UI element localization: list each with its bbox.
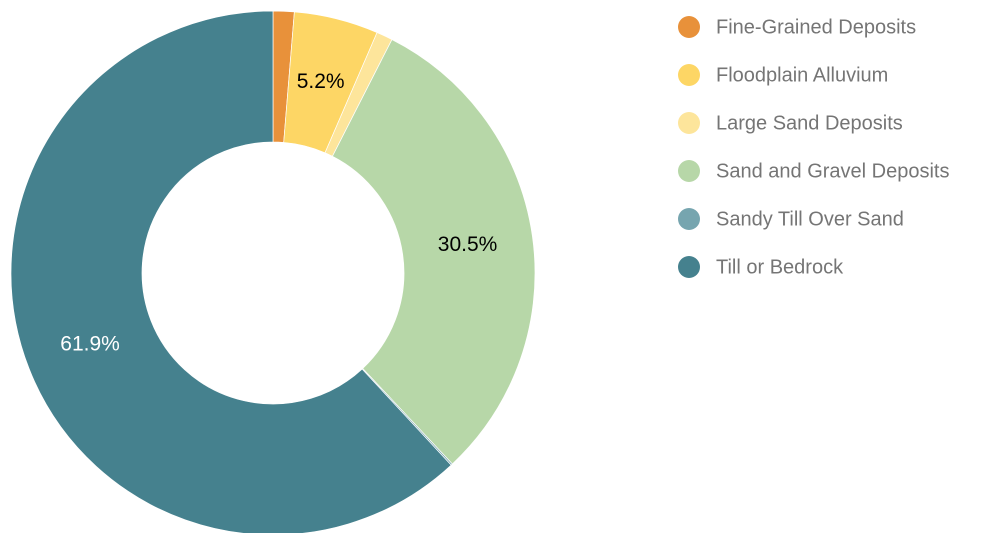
slice <box>332 39 536 465</box>
slice-label: 30.5% <box>438 233 498 256</box>
slice-label: 5.2% <box>297 70 345 93</box>
slice-label: 61.9% <box>60 332 120 355</box>
legend-label: Floodplain Alluvium <box>716 64 888 86</box>
legend-label: Sand and Gravel Deposits <box>716 160 949 182</box>
legend-swatch <box>678 208 700 230</box>
legend-swatch <box>678 64 700 86</box>
legend-label: Till or Bedrock <box>716 256 844 278</box>
legend-label: Fine-Grained Deposits <box>716 16 916 38</box>
slice <box>10 10 452 533</box>
legend-swatch <box>678 16 700 38</box>
legend-swatch <box>678 256 700 278</box>
legend-swatch <box>678 160 700 182</box>
legend-label: Sandy Till Over Sand <box>716 208 904 230</box>
legend-swatch <box>678 112 700 134</box>
legend-label: Large Sand Deposits <box>716 112 903 134</box>
